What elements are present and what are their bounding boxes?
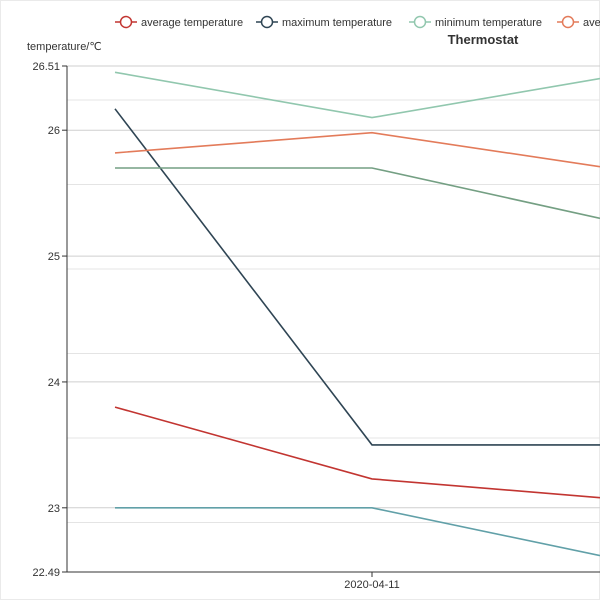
y-tick-label: 22.49 xyxy=(32,567,60,579)
axes: 26.51 26 25 24 23 22.49 2020-04-11 xyxy=(32,61,600,591)
legend-item-2[interactable]: maximum temperature xyxy=(256,15,392,30)
y-tick-label: 24 xyxy=(48,377,60,389)
grid xyxy=(67,65,600,573)
y-tick-label: 23 xyxy=(48,503,60,515)
legend-item-4[interactable]: ave xyxy=(557,15,600,30)
series-line-4 xyxy=(114,131,600,168)
legend-circle-marker xyxy=(561,15,575,29)
legend-label: ave xyxy=(583,17,600,29)
legend-label: minimum temperature xyxy=(435,17,542,29)
y-axis-label: temperature/℃ xyxy=(27,41,102,53)
series-line-5 xyxy=(115,167,600,220)
legend-label: average temperature xyxy=(141,17,243,29)
series-line-2 xyxy=(114,108,600,446)
legend[interactable]: average temperature maximum temperature mi… xyxy=(115,15,600,30)
legend-circle-marker xyxy=(413,15,427,29)
legend-circle-marker xyxy=(119,15,133,29)
y-tick-label: 26.51 xyxy=(32,61,60,73)
series-lines xyxy=(114,71,600,557)
series-line-3 xyxy=(114,71,600,119)
legend-item-1[interactable]: average temperature xyxy=(115,15,243,30)
legend-item-3[interactable]: minimum temperature xyxy=(409,15,542,30)
x-tick-label: 2020-04-11 xyxy=(344,579,399,591)
y-tick-label: 26 xyxy=(48,125,60,137)
chart-title: Thermostat xyxy=(448,32,519,47)
legend-circle-marker xyxy=(260,15,274,29)
y-tick-label: 25 xyxy=(48,251,60,263)
series-line-6 xyxy=(115,506,600,557)
series-line-1 xyxy=(114,406,600,499)
legend-label: maximum temperature xyxy=(282,17,392,29)
